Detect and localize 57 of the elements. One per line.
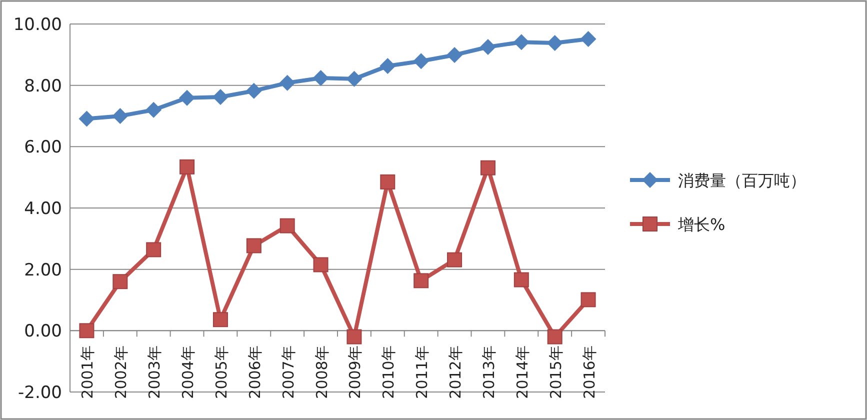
x-tick-label: 2006年 <box>246 346 264 399</box>
point <box>480 160 496 176</box>
point <box>547 329 562 344</box>
point <box>146 242 162 258</box>
y-tick-label: 6.00 <box>24 138 62 158</box>
y-tick-label: 10.00 <box>13 15 62 35</box>
point <box>279 74 296 91</box>
point <box>514 272 529 288</box>
y-tick-label: 4.00 <box>24 199 62 219</box>
x-tick-label: 2014年 <box>513 346 532 399</box>
point <box>413 53 430 70</box>
point <box>380 174 396 190</box>
y-tick-label: -2.00 <box>18 383 62 403</box>
point <box>212 88 228 105</box>
point <box>146 102 162 118</box>
x-tick-label: 2008年 <box>312 346 331 399</box>
x-tick-label: 2001年 <box>78 346 97 399</box>
point <box>447 252 462 268</box>
legend-label: 增长% <box>677 215 726 234</box>
point <box>112 274 128 290</box>
point <box>580 31 596 48</box>
point <box>179 90 196 106</box>
point <box>513 34 530 50</box>
legend-label: 消费量（百万吨） <box>678 171 806 190</box>
x-tick-label: 2004年 <box>179 346 198 399</box>
point <box>78 110 95 127</box>
x-tick-label: 2005年 <box>212 346 230 399</box>
x-tick-label: 2015年 <box>546 346 565 399</box>
point <box>580 292 596 308</box>
x-tick-label: 2003年 <box>146 346 164 399</box>
x-tick-label: 2011年 <box>413 346 432 399</box>
x-tick-label: 2002年 <box>112 346 130 399</box>
point <box>246 82 262 99</box>
y-tick-label: 0.00 <box>24 322 62 342</box>
x-tick-label: 2007年 <box>279 346 298 399</box>
point <box>346 329 362 344</box>
x-tick-label: 2013年 <box>480 346 498 399</box>
point <box>212 312 228 328</box>
point <box>312 70 329 86</box>
point <box>79 323 94 338</box>
x-tick-label: 2010年 <box>380 346 398 399</box>
point <box>280 218 295 234</box>
point <box>546 35 563 52</box>
point <box>414 273 429 288</box>
x-tick-label: 2016年 <box>580 346 598 399</box>
x-tick-label: 2012年 <box>446 346 465 399</box>
point <box>446 46 463 63</box>
point <box>112 108 128 124</box>
point <box>380 58 396 74</box>
point <box>346 70 362 87</box>
y-tick-label: 2.00 <box>24 260 62 280</box>
point <box>246 238 262 254</box>
x-tick-label: 2009年 <box>346 346 364 399</box>
point <box>180 159 195 174</box>
y-tick-label: 8.00 <box>24 76 62 96</box>
point <box>480 39 496 55</box>
point <box>313 257 328 272</box>
